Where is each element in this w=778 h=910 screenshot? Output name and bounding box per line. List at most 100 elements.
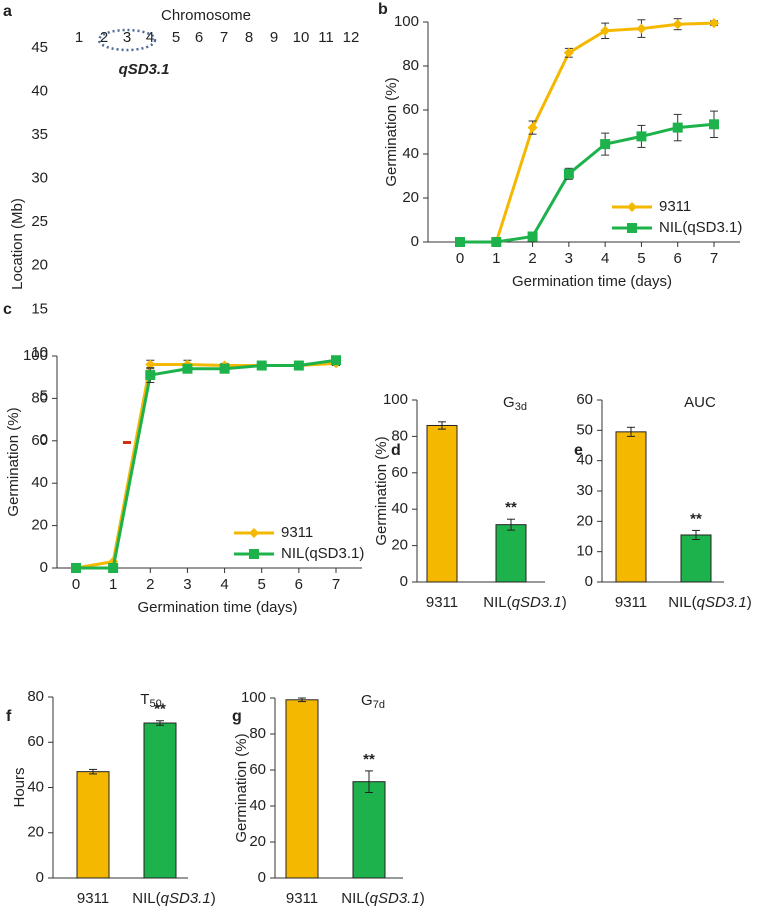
significance: ** <box>363 751 375 768</box>
legend-label: NIL(qSD3.1) <box>659 219 742 236</box>
x-axis-label: Germination time (days) <box>512 273 672 290</box>
marker <box>527 231 538 242</box>
y-tick-label: 40 <box>31 474 48 491</box>
error-bar <box>298 697 306 703</box>
y-tick-label: 50 <box>576 421 593 438</box>
x-tick-label: NIL(qSD3.1) <box>483 594 566 611</box>
y-tick-label: 0 <box>36 869 44 886</box>
marker <box>600 139 611 150</box>
y-tick-label: 10 <box>31 344 48 361</box>
x-tick-label: 6 <box>295 576 303 593</box>
y-tick-label: 0 <box>411 233 419 250</box>
x-tick-label: NIL(qSD3.1) <box>668 594 751 611</box>
series-line <box>460 122 715 244</box>
x-tick-label: 9311 <box>286 890 318 907</box>
bar <box>352 781 386 879</box>
marker <box>600 25 611 36</box>
y-axis-label: Germination (%) <box>233 733 250 842</box>
marker <box>455 237 465 247</box>
x-tick-label: 6 <box>674 250 682 267</box>
bar <box>495 524 527 583</box>
marker <box>331 355 341 366</box>
y-tick-label: 40 <box>27 778 44 795</box>
bar <box>285 699 319 879</box>
x-tick-label: NIL(qSD3.1) <box>132 890 215 907</box>
chromosome-label: 2 <box>100 29 108 46</box>
chart-title: G3d <box>503 394 527 413</box>
chromosome-label: 10 <box>293 29 310 46</box>
x-tick-label: NIL(qSD3.1) <box>341 890 424 907</box>
x-tick-label: 4 <box>220 576 228 593</box>
marker <box>672 19 683 30</box>
x-tick-label: 1 <box>492 250 500 267</box>
qtl-highlight <box>97 28 157 52</box>
marker <box>145 359 156 370</box>
legend-label: 9311 <box>281 524 313 541</box>
marker <box>563 47 574 58</box>
chromosome-label: 4 <box>146 29 154 46</box>
y-tick-label: 100 <box>383 391 408 408</box>
x-tick-label: 9311 <box>615 594 647 611</box>
y-tick-label: 80 <box>402 57 419 74</box>
x-tick-label: 2 <box>528 250 536 267</box>
marker <box>145 370 156 381</box>
chromosome-label: 7 <box>220 29 228 46</box>
y-tick-label: 20 <box>391 537 408 554</box>
bar <box>426 424 458 583</box>
y-tick-label: 80 <box>31 389 48 406</box>
y-tick-label: 100 <box>241 689 266 706</box>
panel-label: d <box>391 442 401 459</box>
y-tick-label: 25 <box>31 213 48 230</box>
y-axis-label: Germination (%) <box>5 407 22 516</box>
marker <box>182 363 193 374</box>
x-tick-label: 5 <box>258 576 266 593</box>
x-tick-label: 3 <box>183 576 191 593</box>
chromosome-label: 1 <box>75 29 83 46</box>
error-bar <box>89 768 97 775</box>
x-tick-label: 2 <box>146 576 154 593</box>
y-tick-label: 0 <box>40 431 48 448</box>
y-tick-label: 60 <box>31 432 48 449</box>
y-tick-label: 80 <box>27 688 44 705</box>
marker <box>293 360 304 371</box>
x-tick-label: 1 <box>109 576 117 593</box>
x-tick-label: 7 <box>332 576 340 593</box>
panel-label: f <box>6 708 12 725</box>
panel-label: c <box>3 301 12 318</box>
marker <box>563 168 574 179</box>
panel-label: e <box>574 442 583 459</box>
y-tick-label: 100 <box>23 347 48 364</box>
significance: ** <box>154 701 166 718</box>
x-tick-label: 4 <box>601 250 609 267</box>
chromosome-label: 3 <box>123 29 131 46</box>
y-tick-label: 80 <box>391 427 408 444</box>
chart-title: AUC <box>684 394 716 411</box>
marker <box>627 223 637 233</box>
y-tick-label: 40 <box>249 797 266 814</box>
marker <box>636 131 647 142</box>
marker <box>249 549 259 559</box>
y-tick-label: 30 <box>576 482 593 499</box>
significance: ** <box>505 499 517 516</box>
series-line <box>76 358 337 570</box>
y-tick-label: 30 <box>31 170 48 187</box>
x-axis-label: Germination time (days) <box>137 599 297 616</box>
y-tick-label: 100 <box>394 13 419 30</box>
y-tick-label: 20 <box>27 824 44 841</box>
y-tick-label: 0 <box>400 573 408 590</box>
chromosome-label: 5 <box>172 29 180 46</box>
y-tick-label: 20 <box>31 257 48 274</box>
y-tick-label: 40 <box>391 500 408 517</box>
bar <box>615 431 647 583</box>
marker <box>627 202 637 212</box>
y-tick-label: 60 <box>402 101 419 118</box>
chromosome-label: 6 <box>195 29 203 46</box>
legend-label: NIL(qSD3.1) <box>281 545 364 562</box>
panel-label: a <box>3 3 12 20</box>
significance: ** <box>690 510 702 527</box>
y-tick-label: 80 <box>249 725 266 742</box>
legend-label: 9311 <box>659 198 691 215</box>
y-tick-label: 5 <box>40 387 48 404</box>
x-tick-label: 5 <box>637 250 645 267</box>
chart-title-subscript: 3d <box>515 401 527 413</box>
